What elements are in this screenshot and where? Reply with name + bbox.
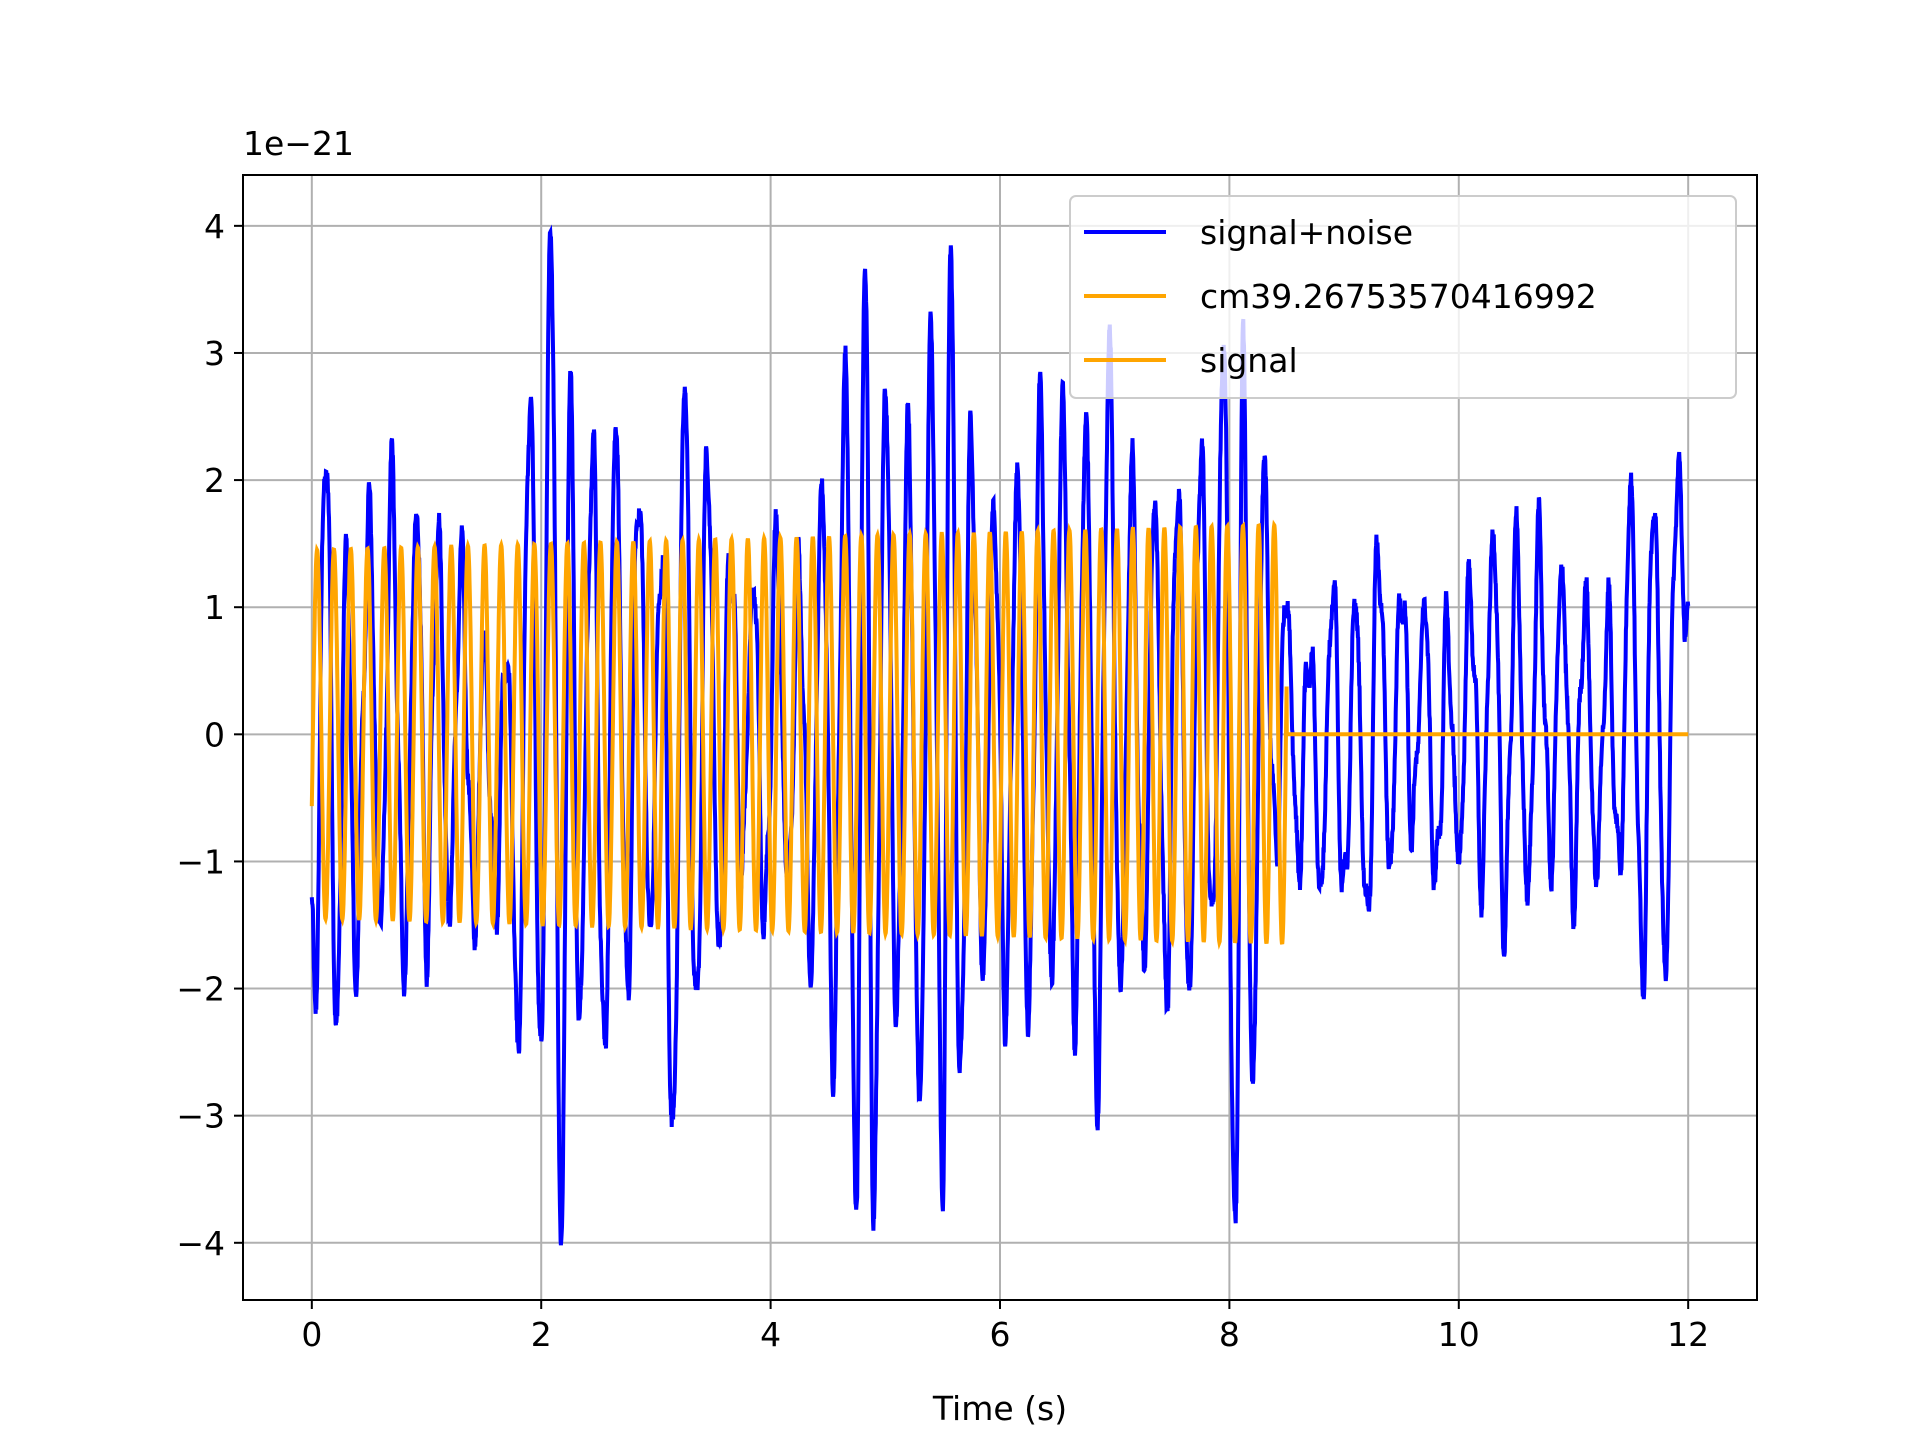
series-layer (309, 224, 1691, 1246)
x-tick-label: 6 (990, 1315, 1011, 1354)
x-tick-label: 12 (1667, 1315, 1709, 1354)
y-tick-label: 1 (204, 588, 225, 627)
legend-label: signal (1200, 341, 1298, 380)
y-tick-label: −1 (176, 842, 225, 881)
x-axis-ticks: 0 2 4 6 8 10 12 (301, 1300, 1709, 1354)
y-offset-label: 1e−21 (243, 124, 354, 163)
legend-label: cm39.26753570416992 (1200, 277, 1597, 316)
x-tick-label: 8 (1219, 1315, 1240, 1354)
y-tick-label: −4 (176, 1224, 225, 1263)
legend-box (1069, 195, 1737, 399)
x-tick-label: 2 (531, 1315, 552, 1354)
y-axis-ticks: −4 −3 −2 −1 0 1 2 3 4 (176, 207, 243, 1263)
y-tick-label: 4 (204, 207, 225, 246)
x-tick-label: 0 (301, 1315, 322, 1354)
x-tick-label: 4 (760, 1315, 781, 1354)
series-line-signal-noise (309, 224, 1691, 1246)
legend: signal+noise cm39.26753570416992 signal (1069, 195, 1737, 399)
y-tick-label: 2 (204, 461, 225, 500)
y-tick-label: −3 (176, 1097, 225, 1136)
legend-label: signal+noise (1200, 213, 1413, 252)
y-tick-label: −2 (176, 970, 225, 1009)
series-line-signal (309, 519, 1689, 950)
y-tick-label: 0 (204, 715, 225, 754)
x-axis-title: Time (s) (932, 1389, 1067, 1428)
x-tick-label: 10 (1438, 1315, 1480, 1354)
y-tick-label: 3 (204, 334, 225, 373)
